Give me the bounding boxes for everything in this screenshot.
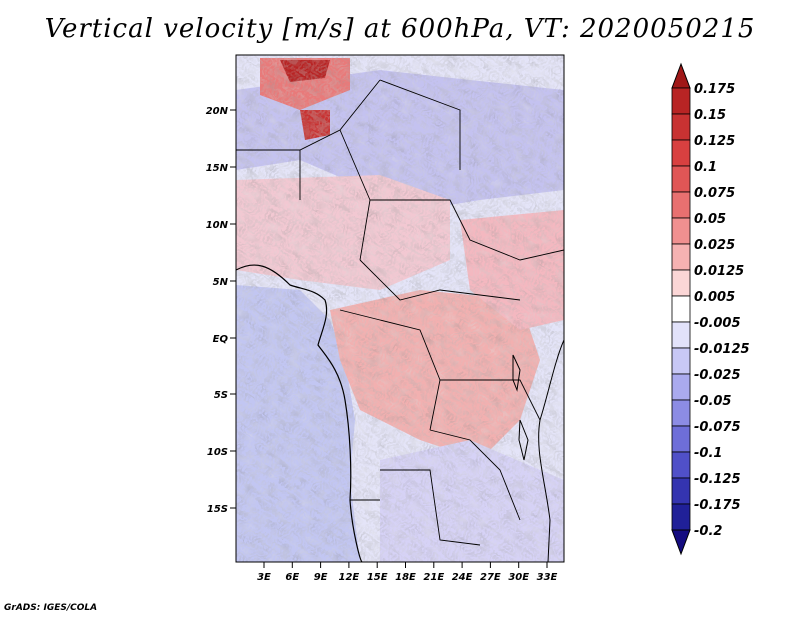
colorbar-label: -0.1 — [694, 446, 722, 461]
grads-credit: GrADS: IGES/COLA — [4, 603, 98, 613]
lon-tick-label: 30E — [508, 572, 529, 583]
lon-tick-label: 21E — [423, 572, 444, 583]
colorbar-segment — [671, 321, 691, 349]
longitude-axis: 3E 6E 9E 12E 15E 18E 21E 24E 27E 30E 33E — [257, 562, 558, 583]
colorbar-segment — [671, 347, 691, 375]
lon-tick-label: 15E — [367, 572, 388, 583]
colorbar-label: -0.05 — [694, 394, 731, 409]
colorbar-segment — [671, 139, 691, 167]
colorbar-segment — [671, 87, 691, 115]
colorbar-segment — [671, 217, 691, 245]
colorbar-label: 0.15 — [694, 108, 726, 123]
lat-tick-label: 15N — [206, 163, 229, 174]
colorbar-segment — [671, 503, 691, 531]
velocity-field — [236, 55, 564, 562]
colorbar-label: 0.05 — [694, 212, 726, 227]
colorbar-segment — [671, 295, 691, 323]
colorbar-top-arrow — [671, 62, 691, 89]
colorbar-label: 0.0125 — [694, 264, 744, 279]
colorbar-bottom-arrow — [671, 529, 691, 556]
lon-tick-label: 9E — [314, 572, 328, 583]
lat-tick-label: 5N — [213, 277, 229, 288]
colorbar-label: -0.175 — [694, 498, 741, 513]
lat-tick-label: 15S — [207, 504, 228, 515]
lon-tick-label: 3E — [257, 572, 271, 583]
lon-tick-label: 6E — [285, 572, 299, 583]
colorbar-segment — [671, 113, 691, 141]
colorbar-label: 0.175 — [694, 82, 735, 97]
colorbar-label: -0.005 — [694, 316, 741, 331]
map-frame — [235, 54, 565, 563]
colorbar-segment — [671, 399, 691, 427]
colorbar-segment — [671, 243, 691, 271]
lon-tick-label: 24E — [452, 572, 473, 583]
colorbar-segment — [671, 269, 691, 297]
lat-tick-label: 5S — [214, 390, 228, 401]
colorbar-segment — [671, 451, 691, 479]
colorbar-label: 0.005 — [694, 290, 735, 305]
lon-tick-label: 33E — [537, 572, 558, 583]
map-title: Vertical velocity [m/s] at 600hPa, VT: 2… — [44, 14, 756, 44]
colorbar-segment — [671, 373, 691, 401]
colorbar-label: -0.2 — [694, 524, 722, 539]
colorbar: 0.175 0.15 0.125 0.1 0.075 0.05 0.025 0.0125 0.0… — [671, 62, 750, 556]
colorbar-label: -0.0125 — [694, 342, 750, 357]
colorbar-segment — [671, 191, 691, 219]
colorbar-label: -0.075 — [694, 420, 741, 435]
latitude-axis: 20N 15N 10N 5N EQ 5S 10S 15S — [206, 106, 236, 515]
colorbar-label: 0.125 — [694, 134, 735, 149]
colorbar-label: 0.075 — [694, 186, 735, 201]
lon-tick-label: 12E — [339, 572, 360, 583]
colorbar-label: -0.125 — [694, 472, 741, 487]
colorbar-segment — [671, 425, 691, 453]
lat-tick-label: EQ — [213, 334, 229, 345]
lon-tick-label: 18E — [395, 572, 416, 583]
lat-tick-label: 10N — [206, 220, 229, 231]
lat-tick-label: 10S — [207, 447, 228, 458]
lon-tick-label: 27E — [480, 572, 501, 583]
colorbar-segment — [671, 477, 691, 505]
colorbar-label: 0.025 — [694, 238, 735, 253]
colorbar-label: -0.025 — [694, 368, 741, 383]
colorbar-segment — [671, 165, 691, 193]
lat-tick-label: 20N — [206, 106, 229, 117]
colorbar-label: 0.1 — [694, 160, 717, 175]
